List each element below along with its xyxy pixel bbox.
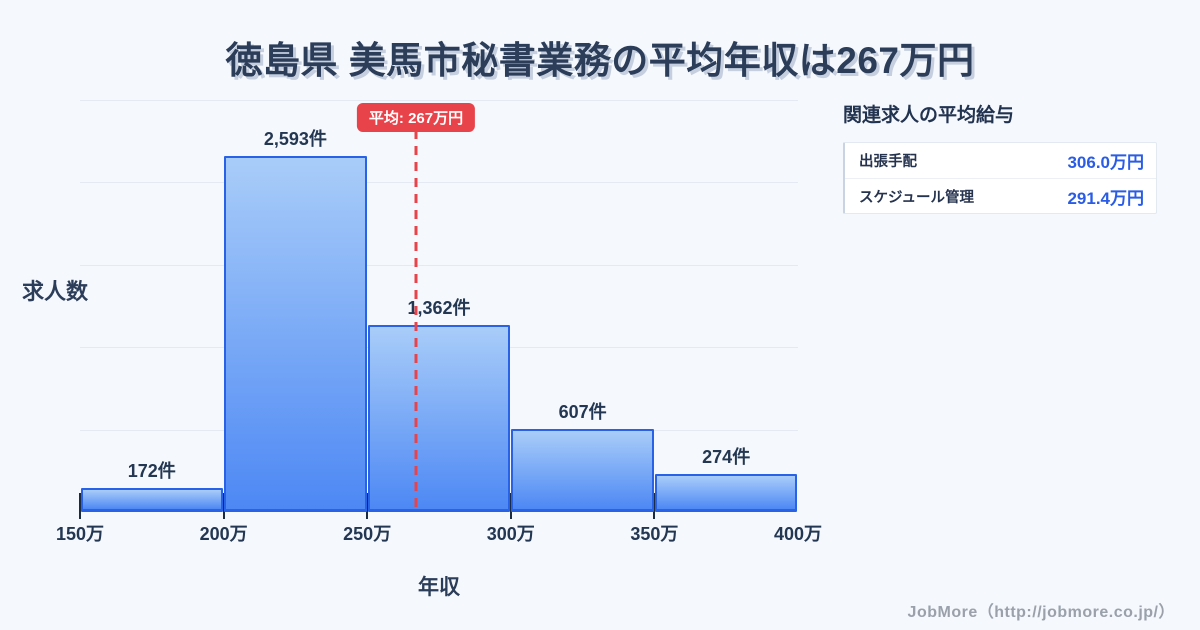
- axis-tick: [366, 493, 369, 519]
- salary-label: スケジュール管理: [859, 189, 974, 206]
- x-axis-label: 年収: [418, 576, 460, 599]
- salary-row: 出張手配 306.0万円: [845, 143, 1156, 178]
- histogram-bar: [224, 155, 367, 512]
- x-tick-label: 200万: [199, 524, 248, 544]
- side-panel: 関連求人の平均給与 出張手配 306.0万円 スケジュール管理 291.4万円: [843, 100, 1157, 214]
- histogram-bar: [367, 324, 511, 512]
- histogram-bar: [654, 474, 798, 512]
- x-tick-label: 150万: [55, 524, 105, 544]
- histogram-bar: [511, 428, 654, 512]
- axis-tick: [79, 493, 81, 519]
- bar-value-label: 607件: [558, 401, 607, 422]
- salary-label: 出張手配: [859, 154, 917, 170]
- bar-value-label: 1,362件: [407, 297, 471, 318]
- x-tick-label: 350万: [630, 524, 679, 544]
- gridline: [80, 264, 798, 266]
- x-tick-label: 300万: [486, 524, 535, 544]
- histogram-bar: [80, 488, 224, 512]
- salary-row: スケジュール管理 291.4万円: [845, 178, 1156, 213]
- chart-title: 徳島県 美馬市秘書業務の平均年収は267万円: [225, 40, 975, 81]
- salary-value: 291.4万円: [1067, 188, 1144, 208]
- y-axis-label: 求人数: [22, 279, 89, 304]
- x-tick-label: 400万: [773, 524, 823, 544]
- x-tick-label: 250万: [343, 524, 392, 544]
- salary-value: 306.0万円: [1067, 153, 1144, 172]
- average-badge: 平均: 267万円: [356, 103, 476, 132]
- footer-credit-link[interactable]: JobMore（http://jobmore.co.jp/）: [907, 604, 1175, 621]
- gridline: [80, 100, 798, 101]
- plot-area: 172件 2,593件 1,362件 607件 274件 150万 200万 250万 300…: [56, 100, 822, 544]
- salary-card: 出張手配 306.0万円 スケジュール管理 291.4万円: [843, 142, 1157, 214]
- bar-value-label: 274件: [702, 447, 751, 468]
- average-line: [414, 130, 418, 512]
- side-panel-heading: 関連求人の平均給与: [843, 105, 1015, 126]
- bar-value-label: 2,593件: [263, 128, 327, 149]
- gridline: [80, 182, 798, 184]
- axis-tick: [653, 493, 656, 519]
- bar-value-label: 172件: [127, 461, 176, 482]
- axis-tick: [222, 493, 225, 519]
- axis-tick: [509, 493, 512, 519]
